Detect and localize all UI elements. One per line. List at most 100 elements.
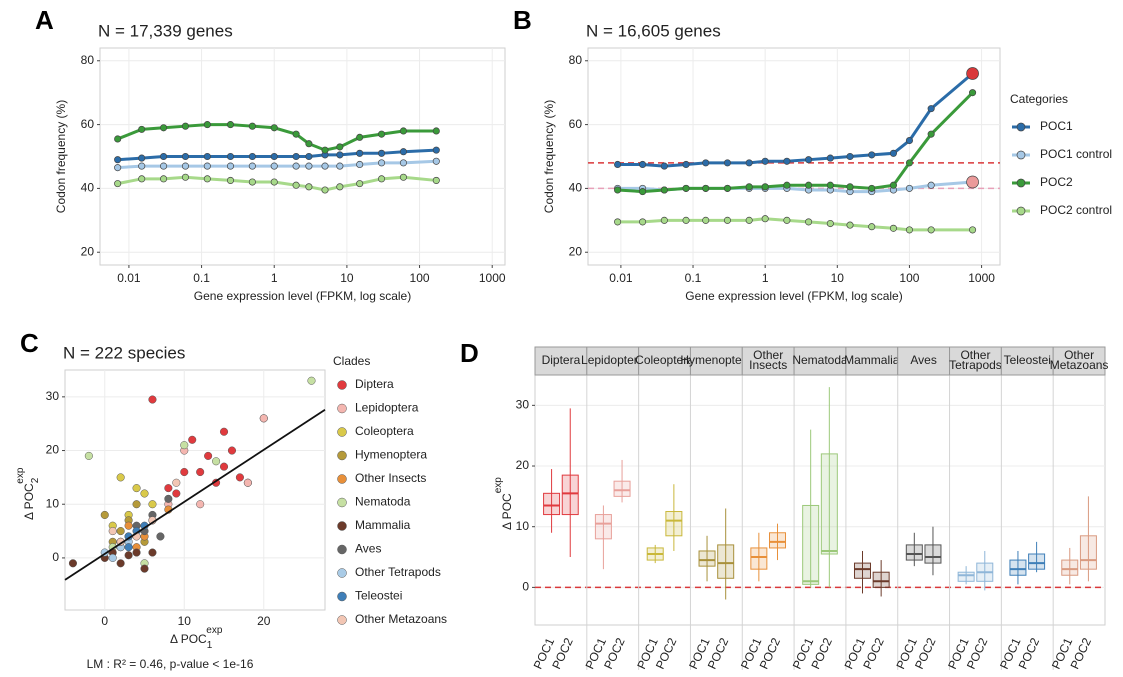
point [164,484,173,493]
legend-swatch [337,568,347,578]
panel-label: D [460,338,479,368]
panel-label: A [35,5,54,35]
annotation: LM : R² = 0.46, p-value < 1e-16 [87,657,254,671]
point [138,175,146,183]
point [292,152,300,161]
axis-title-text: Δ POC [22,483,36,520]
end-marker [966,175,979,189]
point [889,181,897,189]
box [820,453,838,555]
point [305,152,313,161]
point [378,175,386,183]
point [270,162,278,170]
point [745,159,753,167]
y-tick-label: 10 [46,496,60,510]
point [927,226,935,234]
point [723,159,731,167]
point [84,451,93,460]
point [138,154,146,162]
point [745,216,753,224]
strip [534,346,588,376]
strip-label: Other Tetrapods [949,348,1002,372]
axis-title: Δ POC1 exp [170,625,223,651]
point [702,216,710,224]
point [927,105,935,113]
strip-label: Other Insects [749,348,787,372]
x-tick-label: 0.01 [609,271,633,285]
y-tick-label: 20 [516,458,530,472]
strip [689,346,743,376]
legend-swatch [337,497,347,508]
point [783,181,791,189]
point [826,181,834,189]
point [188,435,197,444]
legend-swatch [1016,206,1026,216]
strip-label: Other Metazoans [1050,348,1109,372]
legend-label: Aves [355,542,381,556]
box [717,544,735,579]
legend-label: POC2 [1040,175,1073,189]
legend-swatch [1016,150,1026,160]
point [927,181,935,189]
series-line [117,123,437,152]
legend-label: POC1 [1040,119,1073,133]
point [248,152,256,161]
point [181,152,190,161]
strip-label: Diptera [542,353,581,367]
x-tick-label: 0 [101,614,108,628]
point [399,127,407,135]
plot-frame [587,47,1001,266]
strip-label: Hymenoptera [680,353,752,367]
point [138,125,146,133]
box [769,532,787,549]
axis-title-text: Δ POC [170,632,207,646]
point [399,148,407,156]
strip-label: Aves [910,353,936,367]
point [378,149,386,157]
point [305,162,313,170]
point [761,157,769,165]
point [116,473,125,482]
point [432,127,440,135]
point [846,221,854,229]
point [846,183,854,191]
point [181,162,190,170]
point [132,484,141,493]
point [124,551,133,560]
point [259,414,268,423]
point [783,157,791,165]
point [68,559,78,568]
point [292,181,300,189]
point [723,184,731,192]
point [356,133,364,141]
point [140,489,149,498]
axis-title-sup: exp [206,625,223,636]
strip [1000,346,1054,376]
y-tick-label: 80 [569,53,583,67]
point [148,548,157,557]
legend-swatch [337,521,347,531]
y-tick-label: 30 [46,389,60,403]
point [172,489,181,498]
point [114,156,122,164]
point [270,124,278,132]
point [745,183,753,191]
point [761,215,769,223]
strip [1052,346,1106,376]
point [172,478,181,487]
y-tick-label: 10 [516,519,530,533]
point [826,219,834,228]
x-tick-label: 10 [178,614,192,628]
point [905,226,913,234]
legend-title: Clades [333,354,370,368]
point [160,124,168,132]
box [1009,559,1027,576]
axis-title: Δ POCexp [493,477,515,530]
point [226,176,235,184]
point [305,140,313,148]
point [138,162,146,170]
point [203,162,211,170]
strip [897,346,951,376]
legend-label: Diptera [355,377,394,391]
x-tick-label: 0.01 [117,271,141,285]
